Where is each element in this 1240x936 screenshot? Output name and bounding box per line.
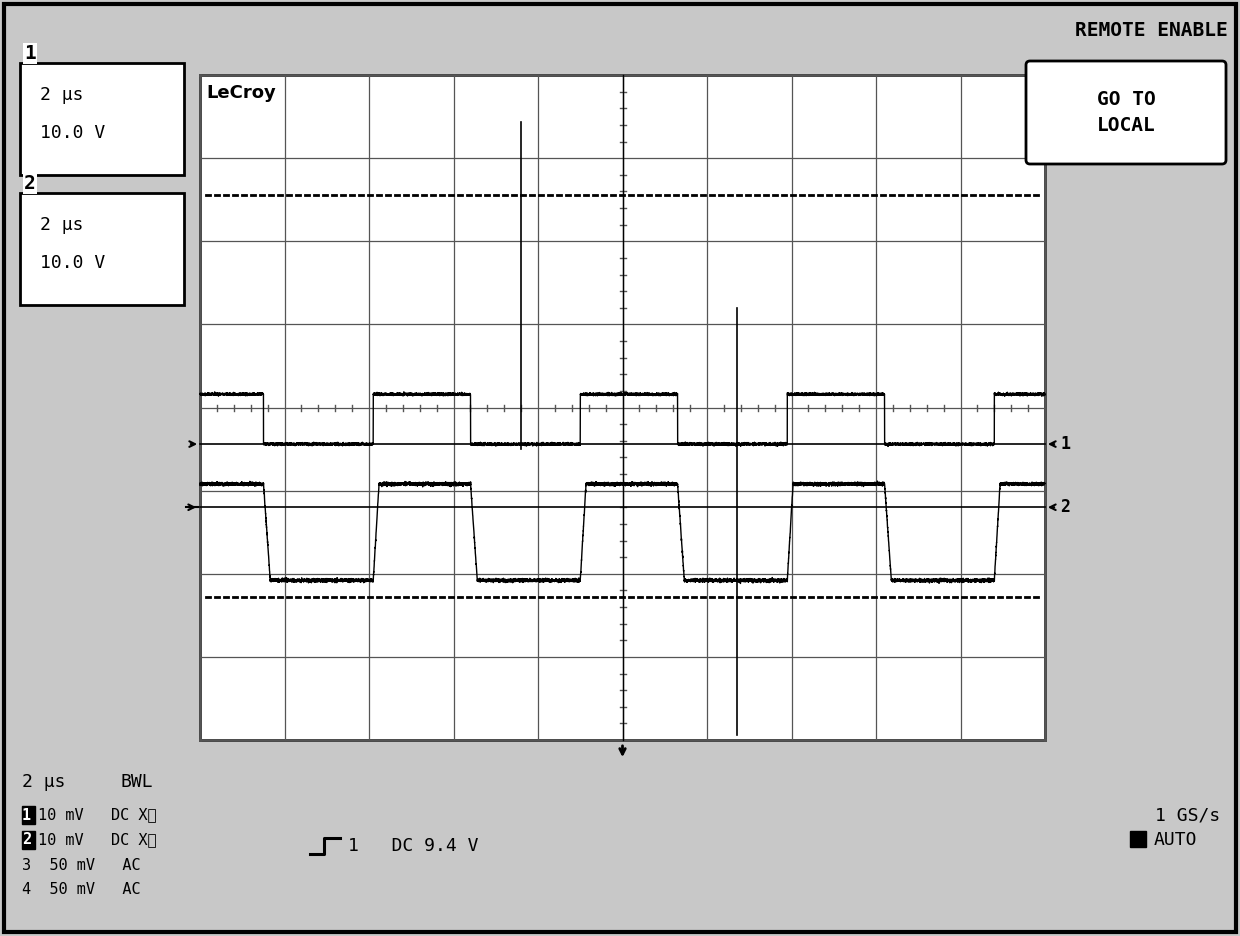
Text: 1   DC 9.4 V: 1 DC 9.4 V (348, 837, 479, 855)
Text: REMOTE ENABLE: REMOTE ENABLE (1075, 21, 1228, 39)
Text: 2 μs: 2 μs (40, 86, 83, 104)
Text: 1: 1 (24, 44, 36, 63)
FancyBboxPatch shape (20, 193, 184, 305)
Text: GO TO
LOCAL: GO TO LOCAL (1096, 90, 1156, 135)
Text: 10.0 V: 10.0 V (40, 254, 105, 272)
Text: BWL: BWL (120, 773, 153, 791)
Text: 2 μs: 2 μs (40, 216, 83, 234)
Text: 4  50 mV   AC: 4 50 mV AC (22, 883, 140, 898)
Text: 1 GS/s: 1 GS/s (1154, 806, 1220, 824)
FancyBboxPatch shape (20, 63, 184, 175)
Text: 10 mV   DC Xᴥ: 10 mV DC Xᴥ (38, 832, 156, 847)
Text: 2: 2 (1060, 498, 1070, 517)
Text: 1: 1 (22, 808, 31, 823)
Text: 1: 1 (1060, 435, 1070, 453)
Text: 10 mV   DC Xᴥ: 10 mV DC Xᴥ (38, 808, 156, 823)
FancyBboxPatch shape (4, 4, 1236, 932)
FancyBboxPatch shape (22, 831, 35, 849)
Text: 2: 2 (24, 174, 36, 193)
FancyBboxPatch shape (1025, 61, 1226, 164)
Text: LeCroy: LeCroy (206, 84, 275, 102)
FancyBboxPatch shape (1130, 831, 1146, 847)
FancyBboxPatch shape (200, 75, 1045, 740)
Text: AUTO: AUTO (1154, 831, 1198, 849)
FancyBboxPatch shape (22, 806, 35, 824)
Text: 2: 2 (22, 832, 31, 847)
Text: 2 μs: 2 μs (22, 773, 66, 791)
Text: 10.0 V: 10.0 V (40, 124, 105, 142)
Text: 3  50 mV   AC: 3 50 mV AC (22, 857, 140, 872)
